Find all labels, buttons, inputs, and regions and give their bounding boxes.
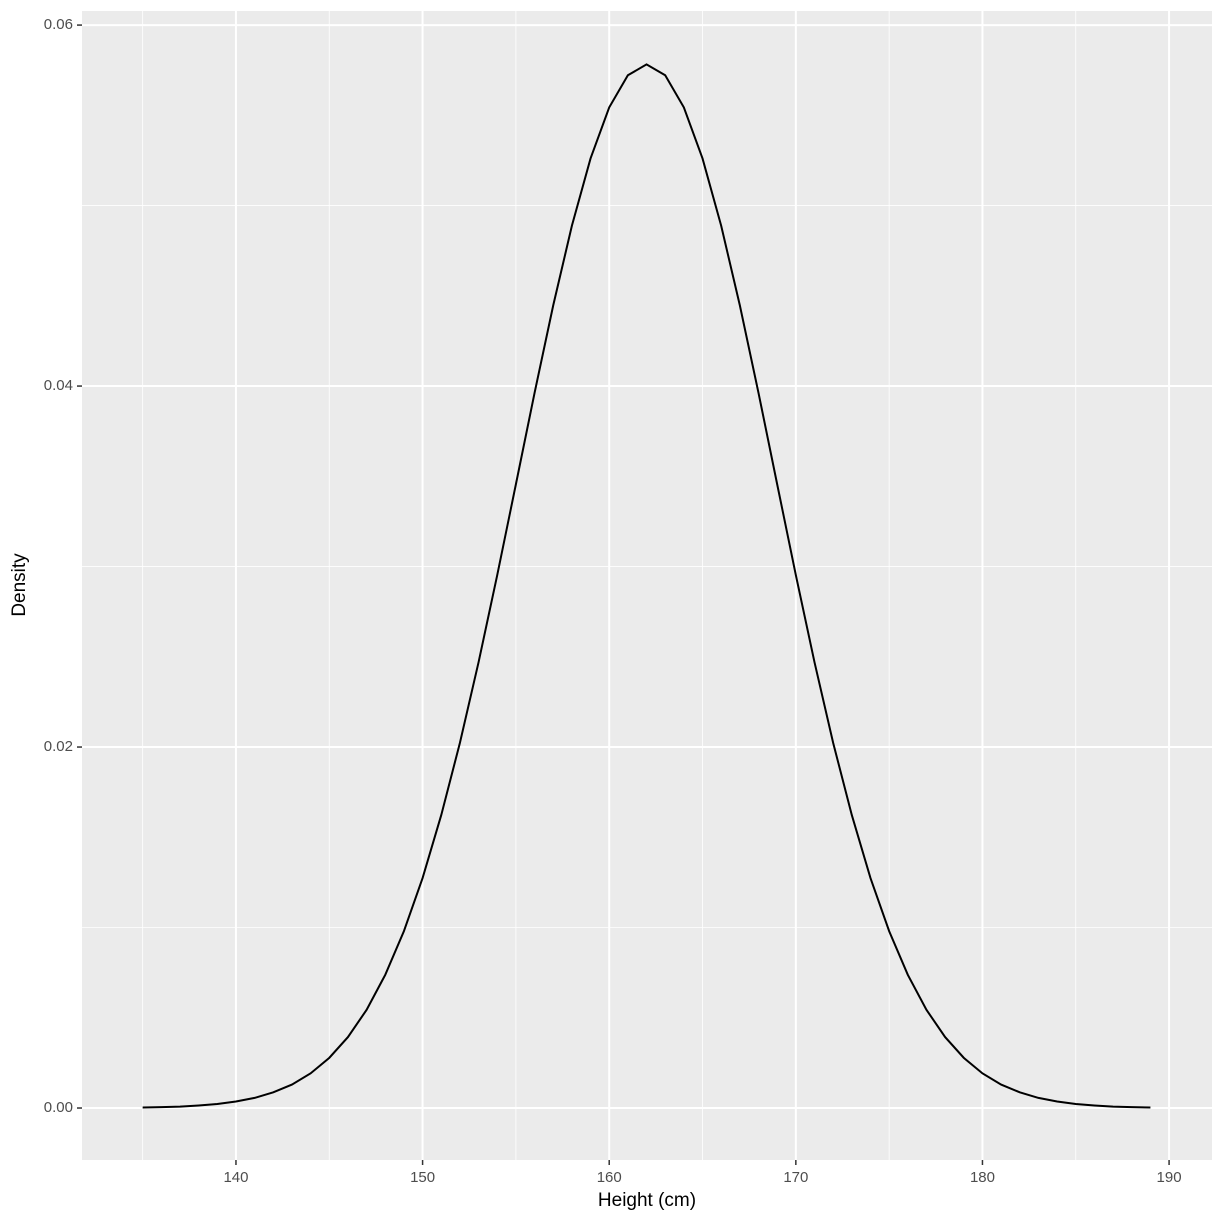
- density-line: [142, 63, 1151, 1109]
- x-tick-label: 160: [597, 1169, 622, 1186]
- x-tick-label: 170: [783, 1169, 808, 1186]
- x-tick-label: 150: [410, 1169, 435, 1186]
- y-axis-title: Density: [9, 553, 30, 617]
- x-tick-label: 180: [970, 1169, 995, 1186]
- x-axis-title: Height (cm): [598, 1190, 696, 1211]
- y-tick-label: 0.04: [44, 377, 73, 394]
- panel: [82, 11, 1212, 1160]
- y-tick-label: 0.02: [44, 738, 73, 755]
- y-tick-label: 0.00: [44, 1099, 73, 1116]
- y-tick-label: 0.06: [44, 16, 73, 33]
- x-tick-label: 190: [1157, 1169, 1182, 1186]
- x-tick-label: 140: [223, 1169, 248, 1186]
